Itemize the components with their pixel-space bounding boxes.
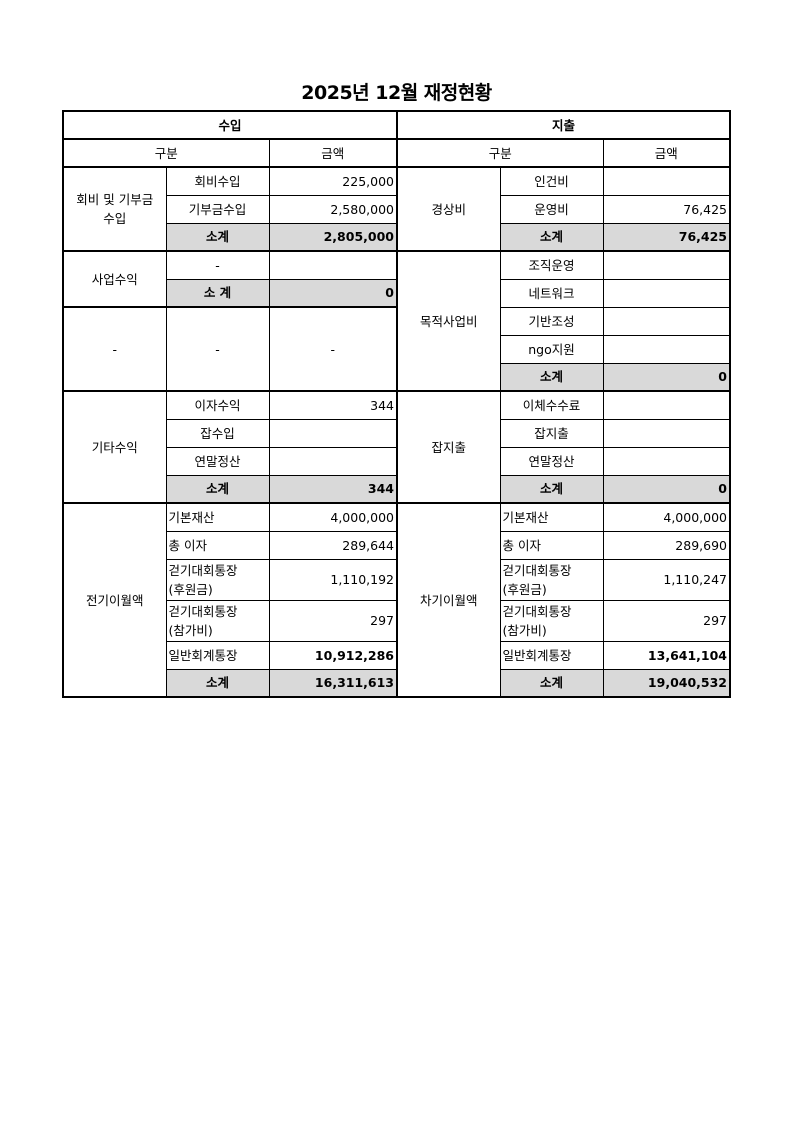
income-item-label: 기부금수입 <box>165 194 270 224</box>
expense-item-label: 걷기대회통장 (후원금) <box>499 558 604 601</box>
expense-item-amount: 289,690 <box>602 530 731 560</box>
income-item-label: 걷기대회통장 (후원금) <box>165 558 270 601</box>
expense-item-label: 일반회계통장 <box>499 640 604 670</box>
expense-item-amount <box>602 334 731 364</box>
income-subtotal-amount: 16,311,613 <box>268 668 398 698</box>
expense-item-label: 걷기대회통장 (참가비) <box>499 599 604 642</box>
income-group-name: - <box>62 306 167 392</box>
expense-item-amount: 4,000,000 <box>602 502 731 532</box>
income-item-amount: 225,000 <box>268 166 398 196</box>
expense-item-amount <box>602 250 731 280</box>
income-subtotal-label: 소계 <box>165 668 270 698</box>
expense-subtotal-amount: 0 <box>602 474 731 504</box>
income-item-amount: 4,000,000 <box>268 502 398 532</box>
expense-group-name: 경상비 <box>396 166 501 252</box>
income-col-category: 구분 <box>62 138 270 168</box>
income-group-name: 사업수익 <box>62 250 167 308</box>
expense-item-label: 조직운영 <box>499 250 604 280</box>
expense-item-amount: 13,641,104 <box>602 640 731 670</box>
income-item-label: 일반회계통장 <box>165 640 270 670</box>
income-item-label: - <box>165 250 270 280</box>
expense-item-amount: 297 <box>602 599 731 642</box>
expense-group-name: 차기이월액 <box>396 502 501 698</box>
income-subtotal-amount: 0 <box>268 278 398 308</box>
income-item-label: 총 이자 <box>165 530 270 560</box>
income-item-amount: 344 <box>268 390 398 420</box>
income-item-label: 이자수익 <box>165 390 270 420</box>
expense-col-amount: 금액 <box>602 138 731 168</box>
income-group-name: 기타수익 <box>62 390 167 504</box>
income-item-amount: 297 <box>268 599 398 642</box>
income-subtotal-amount: 2,805,000 <box>268 222 398 252</box>
expense-item-label: 인건비 <box>499 166 604 196</box>
expense-subtotal-label: 소계 <box>499 668 604 698</box>
income-item-amount: 289,644 <box>268 530 398 560</box>
expense-item-amount <box>602 306 731 336</box>
expense-subtotal-label: 소계 <box>499 362 604 392</box>
expense-item-label: 이체수수료 <box>499 390 604 420</box>
income-item-label: - <box>165 306 270 392</box>
expense-item-label: 연말정산 <box>499 446 604 476</box>
income-col-amount: 금액 <box>268 138 398 168</box>
expense-subtotal-label: 소계 <box>499 474 604 504</box>
income-subtotal-amount: 344 <box>268 474 398 504</box>
income-item-amount: 1,110,192 <box>268 558 398 601</box>
expense-group-name: 목적사업비 <box>396 250 501 392</box>
expense-item-label: 네트워크 <box>499 278 604 308</box>
expense-item-amount <box>602 278 731 308</box>
expense-item-amount: 76,425 <box>602 194 731 224</box>
expense-item-label: 기본재산 <box>499 502 604 532</box>
income-item-label: 회비수입 <box>165 166 270 196</box>
expense-item-label: 총 이자 <box>499 530 604 560</box>
income-item-label: 걷기대회통장 (참가비) <box>165 599 270 642</box>
income-item-amount: 2,580,000 <box>268 194 398 224</box>
page-title: 2025년 12월 재정현황 <box>301 82 492 104</box>
income-item-amount <box>268 418 398 448</box>
income-item-amount: - <box>268 306 398 392</box>
expense-group-name: 잡지출 <box>396 390 501 504</box>
income-subtotal-label: 소 계 <box>165 278 270 308</box>
expense-subtotal-amount: 19,040,532 <box>602 668 731 698</box>
income-group-name: 전기이월액 <box>62 502 167 698</box>
income-item-label: 잡수입 <box>165 418 270 448</box>
income-subtotal-label: 소계 <box>165 474 270 504</box>
income-item-amount <box>268 250 398 280</box>
expense-item-label: 잡지출 <box>499 418 604 448</box>
expense-item-label: ngo지원 <box>499 334 604 364</box>
expense-subtotal-amount: 76,425 <box>602 222 731 252</box>
income-group-name: 회비 및 기부금 수입 <box>62 166 167 252</box>
expense-subtotal-label: 소계 <box>499 222 604 252</box>
expense-item-label: 기반조성 <box>499 306 604 336</box>
expense-item-amount <box>602 390 731 420</box>
expense-col-category: 구분 <box>396 138 604 168</box>
expense-item-amount: 1,110,247 <box>602 558 731 601</box>
finance-table: 수입 지출 구분 금액 구분 금액 회비 및 기부금 수입 회비수입 225,0… <box>62 110 731 698</box>
income-item-amount: 10,912,286 <box>268 640 398 670</box>
expense-item-label: 운영비 <box>499 194 604 224</box>
expense-item-amount <box>602 446 731 476</box>
expense-item-amount <box>602 166 731 196</box>
income-item-amount <box>268 446 398 476</box>
expense-item-amount <box>602 418 731 448</box>
income-item-label: 연말정산 <box>165 446 270 476</box>
income-header: 수입 <box>62 110 398 140</box>
income-item-label: 기본재산 <box>165 502 270 532</box>
expense-subtotal-amount: 0 <box>602 362 731 392</box>
expense-header: 지출 <box>396 110 731 140</box>
income-subtotal-label: 소계 <box>165 222 270 252</box>
